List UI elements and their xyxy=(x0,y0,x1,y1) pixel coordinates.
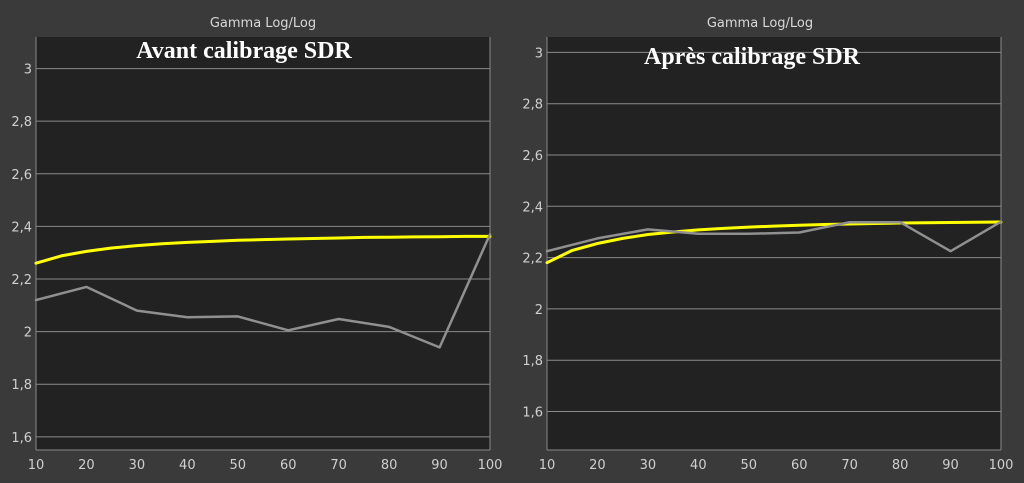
y-tick-label: 2,8 xyxy=(11,115,32,130)
chart-header: Gamma Log/Log xyxy=(707,16,813,31)
x-tick-label: 20 xyxy=(589,458,606,473)
x-tick-label: 90 xyxy=(431,458,448,473)
y-tick-label: 1,6 xyxy=(522,406,543,421)
y-tick-label: 2,2 xyxy=(522,252,543,267)
x-tick-label: 30 xyxy=(129,458,146,473)
measured-gamma-line xyxy=(545,220,1003,253)
x-tick-label: 60 xyxy=(280,458,297,473)
x-tick-label: 50 xyxy=(741,458,758,473)
target-gamma-line xyxy=(545,220,1003,265)
x-tick-label: 60 xyxy=(791,458,808,473)
x-tick-label: 100 xyxy=(478,458,503,473)
x-tick-label: 100 xyxy=(989,458,1014,473)
x-tick-label: 20 xyxy=(78,458,95,473)
target-gamma-line xyxy=(34,234,492,265)
x-tick-label: 50 xyxy=(230,458,247,473)
y-tick-label: 2 xyxy=(24,326,32,341)
chart-title: Après calibrage SDR xyxy=(644,44,861,70)
y-tick-label: 2 xyxy=(535,303,543,318)
y-tick-label: 3 xyxy=(535,46,543,61)
y-tick-label: 1,6 xyxy=(11,431,32,446)
x-tick-label: 70 xyxy=(841,458,858,473)
y-tick-label: 2,2 xyxy=(11,273,32,288)
y-tick-label: 1,8 xyxy=(522,354,543,369)
x-tick-label: 90 xyxy=(942,458,959,473)
x-tick-label: 80 xyxy=(381,458,398,473)
x-tick-label: 80 xyxy=(892,458,909,473)
measured-gamma-line xyxy=(34,233,492,349)
y-tick-label: 2,4 xyxy=(522,200,543,215)
x-tick-label: 10 xyxy=(539,458,556,473)
y-tick-label: 2,6 xyxy=(11,168,32,183)
y-tick-label: 2,4 xyxy=(11,220,32,235)
plot-area xyxy=(36,37,490,450)
y-tick-label: 3 xyxy=(24,63,32,78)
plot-area xyxy=(547,37,1001,450)
y-tick-label: 2,8 xyxy=(522,98,543,113)
x-tick-label: 40 xyxy=(179,458,196,473)
chart-title: Avant calibrage SDR xyxy=(136,38,352,64)
x-tick-label: 70 xyxy=(330,458,347,473)
chart-header: Gamma Log/Log xyxy=(210,16,316,31)
x-tick-label: 40 xyxy=(690,458,707,473)
y-tick-label: 2,6 xyxy=(522,149,543,164)
y-tick-label: 1,8 xyxy=(11,378,32,393)
x-tick-label: 10 xyxy=(28,458,45,473)
x-tick-label: 30 xyxy=(640,458,657,473)
